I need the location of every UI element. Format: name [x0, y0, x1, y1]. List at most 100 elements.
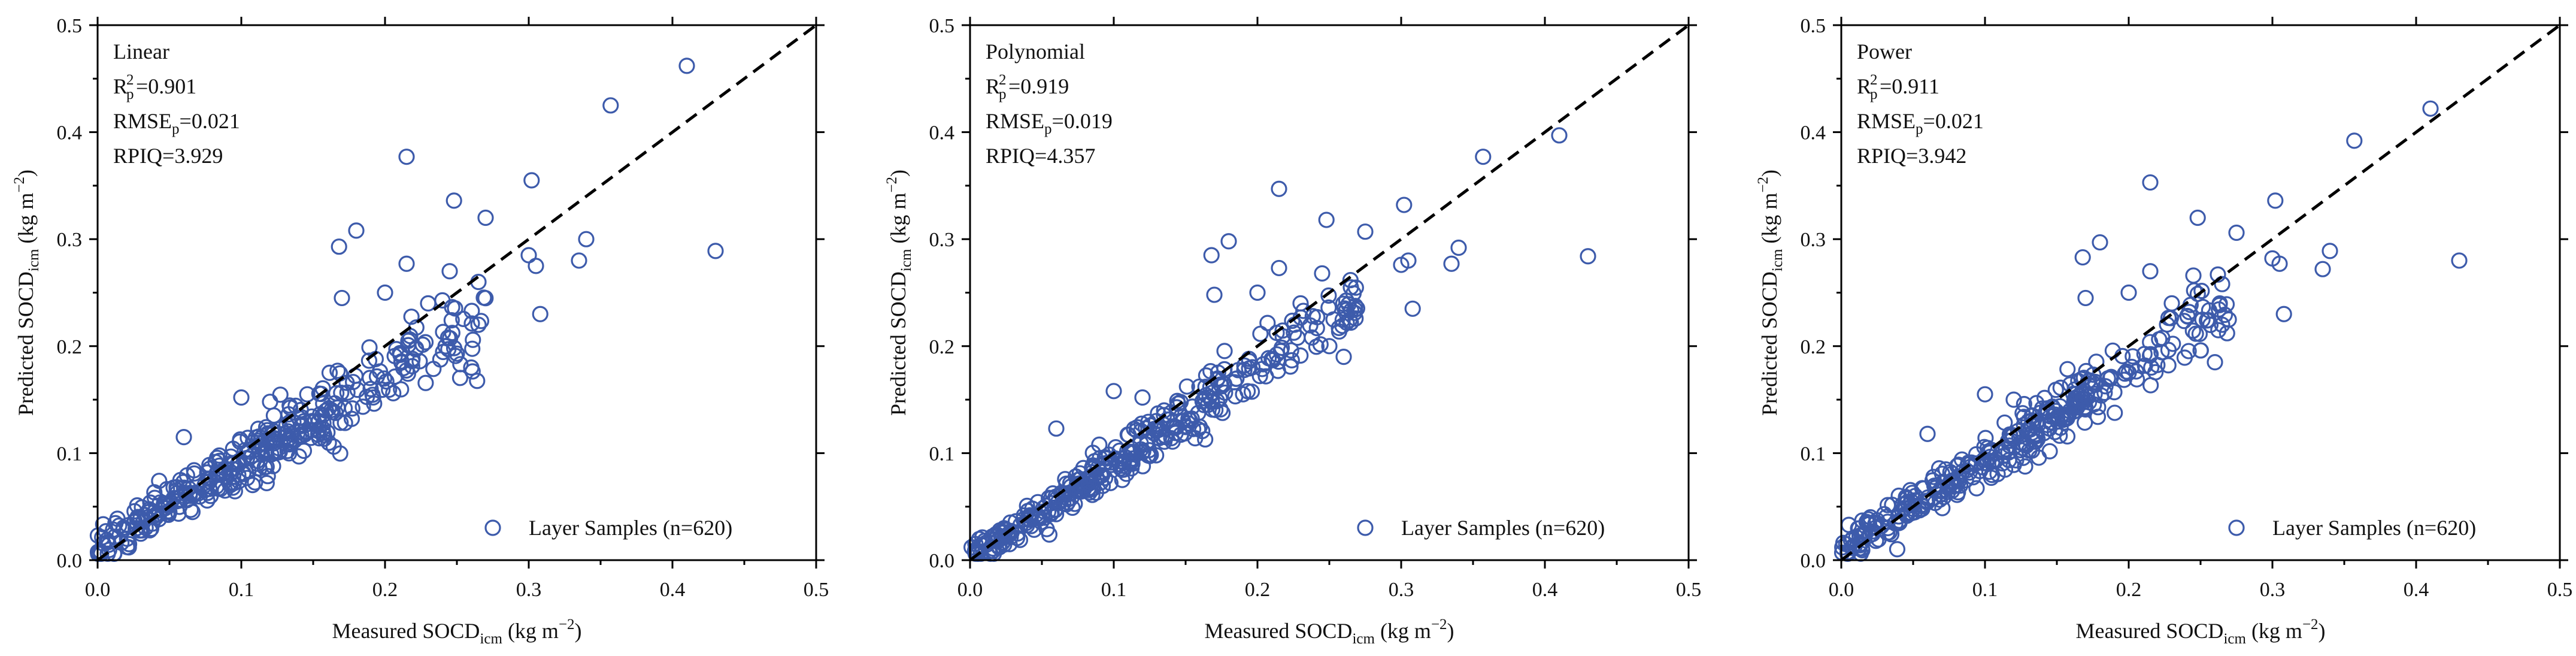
stat-line: RMSEp=0.021 — [113, 109, 240, 137]
data-point — [417, 334, 434, 350]
data-point — [2074, 249, 2091, 266]
y-tick-label: 0.5 — [929, 15, 955, 37]
data-point — [1227, 388, 1244, 405]
x-tick-label: 0.4 — [660, 579, 686, 601]
data-point — [2142, 334, 2159, 350]
data-point — [354, 398, 371, 415]
data-point — [199, 492, 216, 509]
data-point — [119, 530, 135, 547]
data-point — [1944, 482, 1960, 499]
legend-label: Layer Samples (n=620) — [1401, 516, 1605, 540]
data-point — [1142, 417, 1159, 434]
data-point — [1978, 455, 1995, 471]
data-point — [2075, 370, 2092, 386]
data-point — [2097, 378, 2114, 395]
data-point — [1894, 496, 1911, 513]
data-point — [339, 384, 356, 401]
stat-line: RPIQ=3.942 — [1857, 144, 1966, 168]
data-point — [404, 358, 420, 374]
data-point — [520, 247, 537, 264]
y-tick-label: 0.2 — [1801, 336, 1826, 358]
data-point — [1320, 287, 1337, 304]
x-tick-label: 0.4 — [2404, 579, 2429, 601]
data-point — [966, 543, 983, 560]
data-point — [266, 431, 283, 448]
data-point — [2189, 209, 2206, 226]
x-axis-label: Measured SOCDicm (kg m−2) — [1204, 616, 1454, 647]
data-point — [1105, 383, 1122, 400]
data-point — [1904, 497, 1921, 514]
data-point — [463, 315, 480, 332]
data-point — [262, 394, 278, 410]
data-point — [417, 374, 434, 391]
data-point — [1080, 482, 1096, 498]
data-point — [256, 459, 273, 476]
data-point — [1950, 457, 1967, 473]
data-point — [1342, 314, 1359, 331]
y-tick-label: 0.2 — [57, 336, 83, 358]
x-tick-label: 0.4 — [1532, 579, 1558, 601]
chart-title: Polynomial — [986, 40, 1085, 64]
data-point — [329, 399, 346, 416]
data-point — [290, 427, 308, 445]
data-point — [1064, 499, 1081, 516]
data-point — [258, 474, 275, 491]
data-point — [348, 222, 365, 239]
data-point — [2118, 363, 2135, 380]
data-point — [707, 243, 724, 259]
data-point — [325, 438, 342, 455]
data-point — [392, 344, 408, 362]
stat-line: R2 p=0.919 — [986, 72, 1069, 102]
data-point — [398, 149, 415, 165]
data-point — [1230, 362, 1247, 379]
stat-line: RPIQ=4.357 — [986, 144, 1095, 168]
data-point — [1208, 371, 1226, 388]
data-point — [366, 395, 383, 412]
data-point — [1271, 180, 1287, 197]
data-point — [1204, 401, 1221, 418]
data-point — [2024, 442, 2041, 459]
data-point — [1335, 349, 1352, 365]
data-point — [2264, 250, 2281, 267]
data-point — [2038, 400, 2056, 417]
data-point — [247, 429, 265, 446]
stat-line: RMSEp=0.019 — [986, 109, 1113, 137]
data-point — [2163, 295, 2180, 312]
data-point — [226, 474, 243, 492]
stat-line: RPIQ=3.929 — [113, 144, 223, 168]
data-point — [1320, 299, 1337, 316]
data-point — [1308, 338, 1325, 355]
data-point — [2041, 443, 2058, 459]
y-tick-label: 0.4 — [1801, 122, 1826, 144]
data-point — [1177, 419, 1195, 436]
data-point — [385, 385, 402, 401]
y-tick-label: 0.5 — [57, 15, 83, 37]
data-point — [232, 431, 248, 448]
y-axis-label: Predicted SOCDicm (kg m−2) — [11, 170, 42, 416]
data-point — [1284, 312, 1301, 329]
data-point — [398, 255, 415, 272]
data-point — [1269, 362, 1286, 379]
x-tick-label: 0.0 — [1829, 579, 1854, 601]
data-point — [2060, 406, 2077, 423]
data-point — [425, 361, 442, 377]
data-point — [210, 480, 226, 497]
data-point — [281, 414, 298, 431]
x-tick-label: 0.3 — [516, 579, 542, 601]
data-point — [1141, 442, 1157, 459]
data-point — [469, 373, 486, 389]
data-point — [1092, 474, 1109, 491]
data-point — [447, 300, 463, 317]
data-point — [1048, 420, 1065, 437]
data-point — [1206, 286, 1223, 303]
data-point — [2147, 364, 2164, 380]
data-point — [305, 413, 323, 430]
data-point — [1047, 501, 1063, 519]
data-point — [1008, 530, 1026, 546]
data-point — [146, 484, 163, 501]
x-tick-label: 0.5 — [2547, 579, 2573, 601]
data-point — [111, 517, 128, 534]
data-point — [1475, 149, 1492, 165]
data-point — [2160, 357, 2177, 374]
data-point — [2194, 311, 2211, 328]
